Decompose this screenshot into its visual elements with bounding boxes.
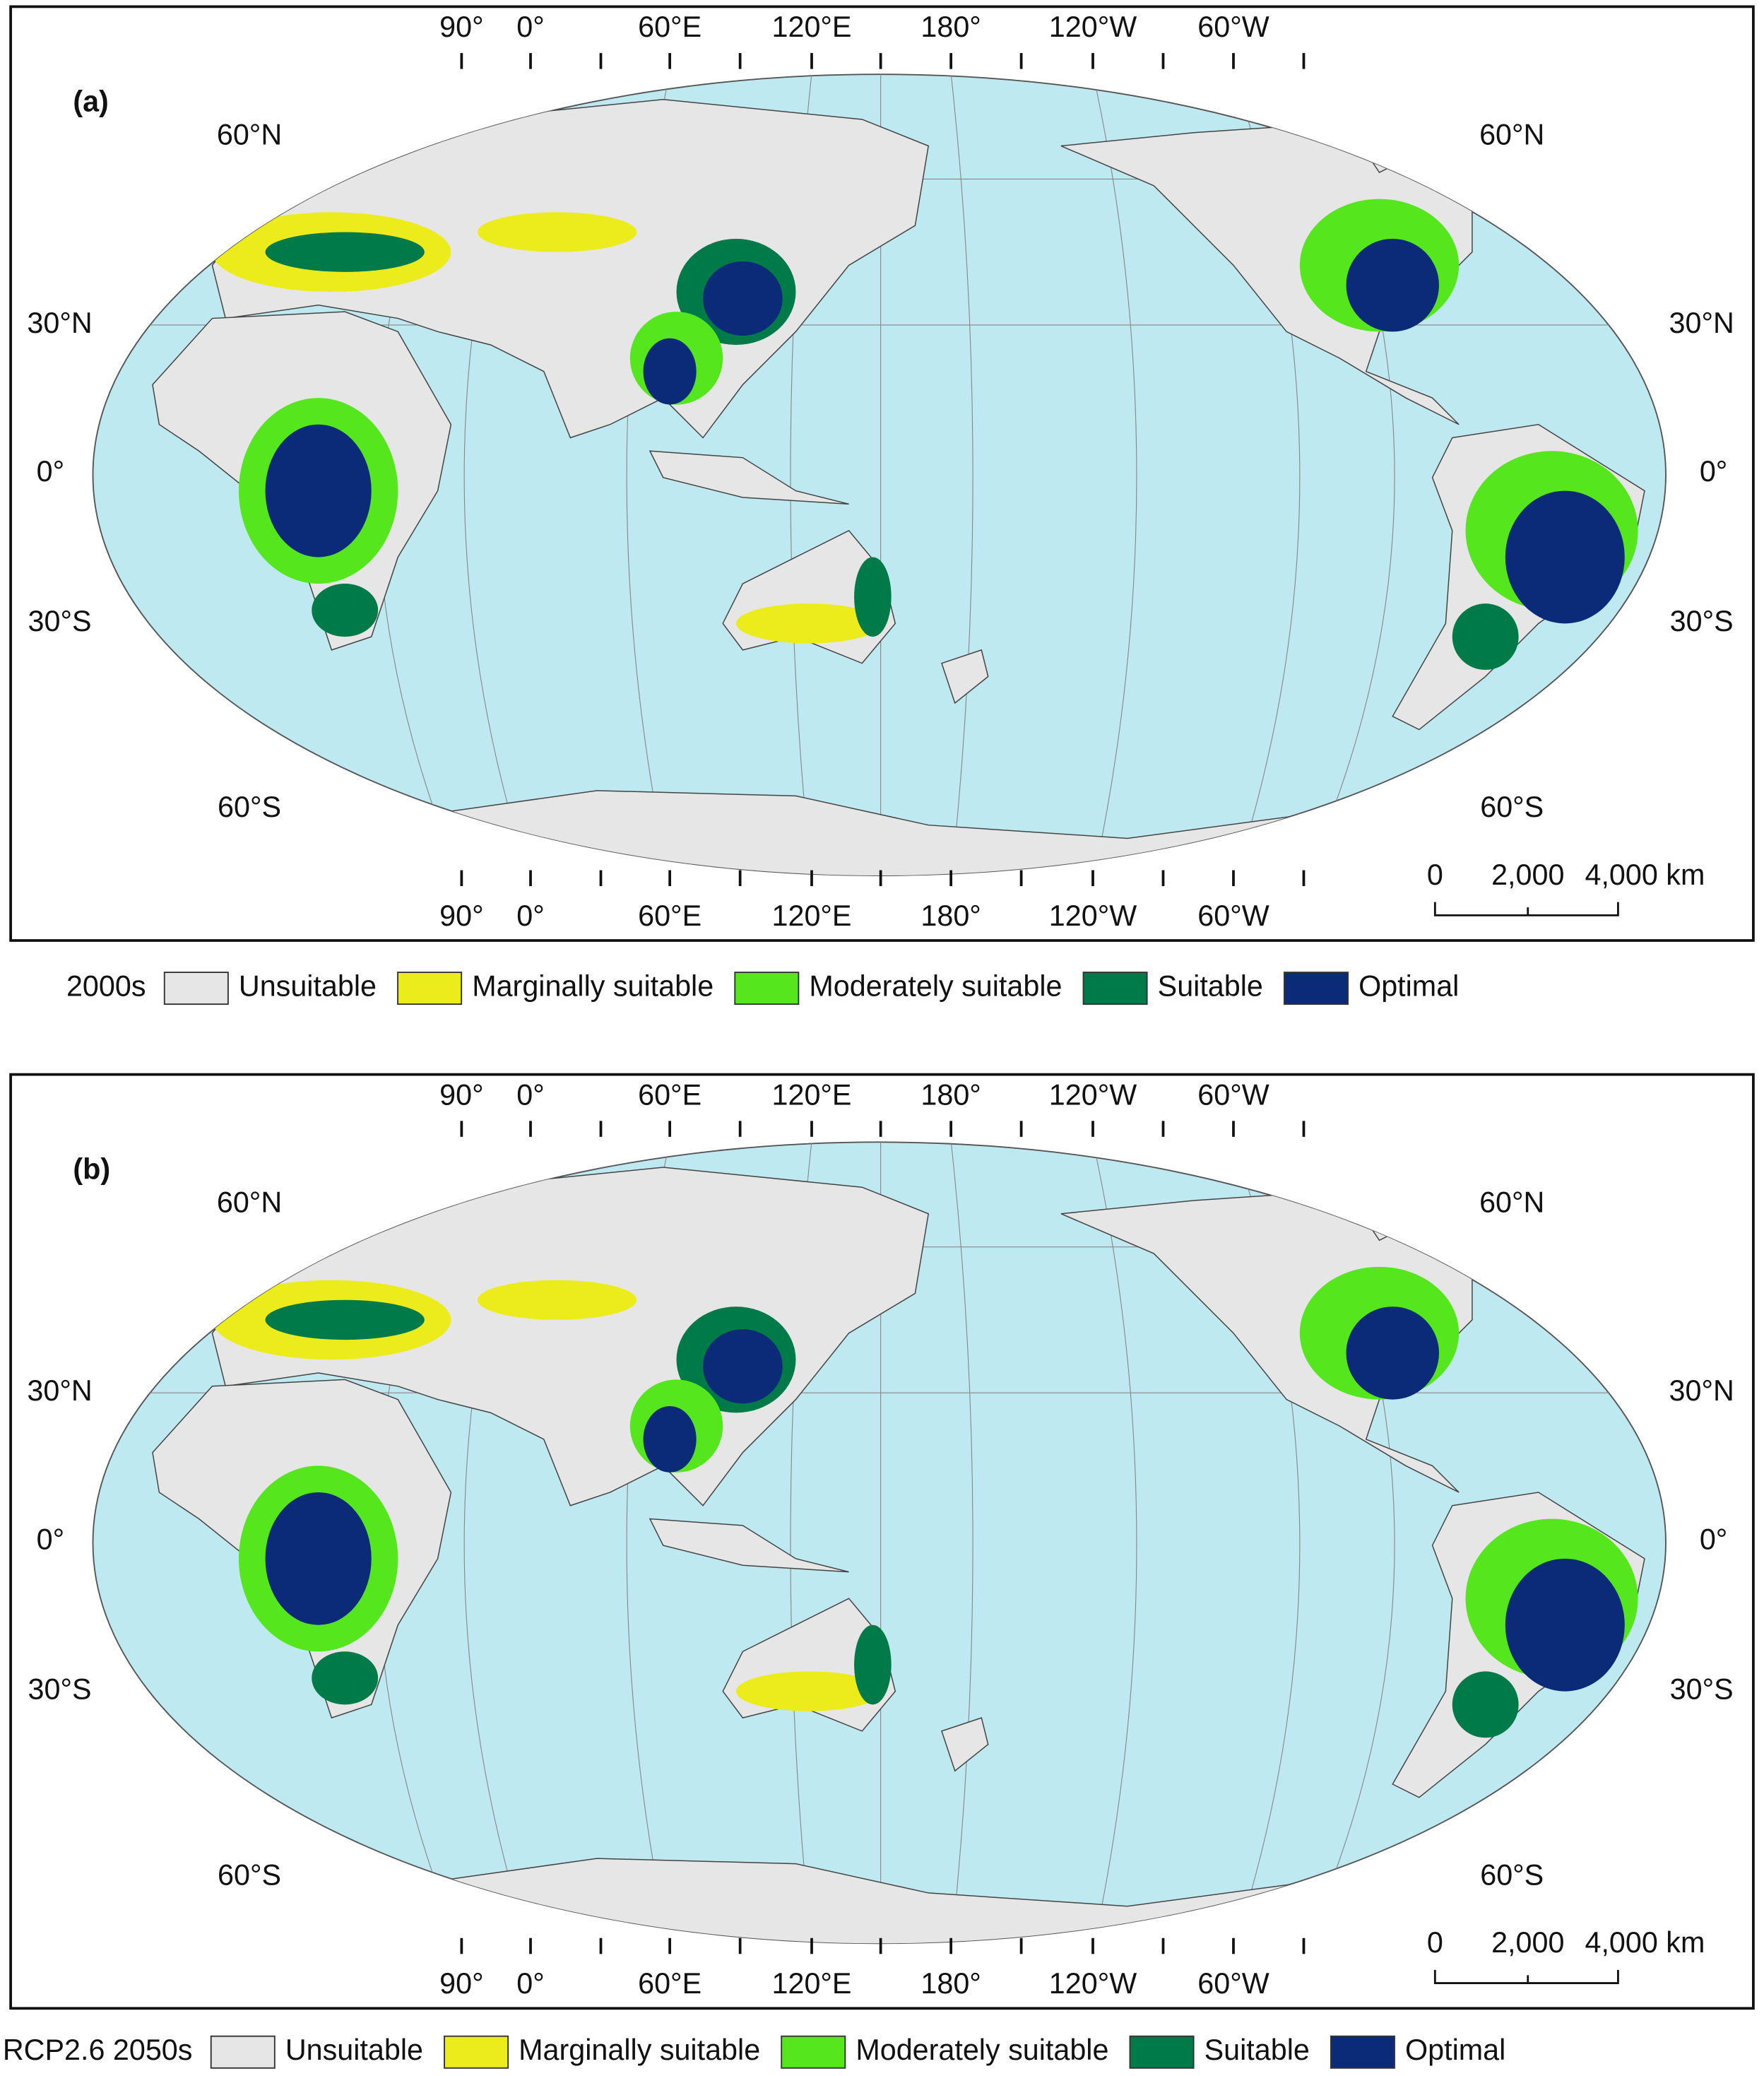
latitude-label: 60°N bbox=[1479, 118, 1544, 151]
legend-swatch bbox=[210, 2035, 276, 2069]
longitude-label: 120°E bbox=[772, 1967, 852, 2000]
latitude-label: 0° bbox=[1700, 1523, 1727, 1555]
longitude-label: 90° bbox=[439, 900, 483, 932]
longitude-label: 0° bbox=[516, 11, 544, 43]
longitude-label: 120°E bbox=[772, 11, 852, 43]
scale-bar bbox=[1433, 902, 1619, 916]
latitude-label: 60°S bbox=[1480, 791, 1544, 823]
legend-swatch bbox=[1330, 2035, 1395, 2069]
legend-swatch bbox=[734, 972, 800, 1005]
legend-label: Suitable bbox=[1204, 2034, 1310, 2066]
scale-label: 4,000 km bbox=[1585, 1926, 1705, 1959]
longitude-label: 90° bbox=[439, 11, 483, 43]
latitude-label: 30°N bbox=[27, 307, 92, 339]
scale-label: 2,000 bbox=[1491, 859, 1564, 891]
legend-label: Unsuitable bbox=[239, 970, 377, 1003]
map-panel: 90° 0° 60°E 120°E 180° 120°W 60°W 90° 0° 60°E 120°… bbox=[9, 5, 1755, 1005]
latitude-label: 60°N bbox=[1479, 1186, 1544, 1219]
latitude-label: 30°N bbox=[1669, 307, 1734, 339]
latitude-label: 30°S bbox=[1670, 1673, 1734, 1705]
latitude-label: 30°S bbox=[28, 1673, 92, 1705]
legend-title: 2000s bbox=[66, 970, 146, 1003]
panel-label: (a) bbox=[73, 85, 108, 117]
legend-swatch bbox=[1129, 2035, 1195, 2069]
map-panel: 90° 0° 60°E 120°E 180° 120°W 60°W 90° 0° 60°E 120°… bbox=[3, 1073, 1755, 2069]
latitude-label: 60°S bbox=[218, 791, 281, 823]
scale-label: 0 bbox=[1427, 859, 1443, 891]
legend-swatch bbox=[163, 972, 229, 1005]
latitude-label: 60°S bbox=[1480, 1858, 1544, 1891]
legend-label: Optimal bbox=[1358, 970, 1459, 1003]
latitude-label: 30°S bbox=[1670, 605, 1734, 637]
latitude-label: 0° bbox=[37, 455, 64, 488]
legend-label: Moderately suitable bbox=[856, 2034, 1108, 2066]
longitude-label: 0° bbox=[516, 1078, 544, 1111]
scale-label: 0 bbox=[1427, 1926, 1443, 1959]
legend-swatch bbox=[397, 972, 463, 1005]
latitude-label: 0° bbox=[37, 1523, 64, 1555]
longitude-label: 120°W bbox=[1049, 1967, 1137, 2000]
longitude-label: 60°W bbox=[1197, 11, 1269, 43]
legend-label: Moderately suitable bbox=[809, 970, 1062, 1003]
longitude-label: 180° bbox=[921, 900, 981, 932]
latitude-label: 60°N bbox=[217, 1186, 282, 1219]
longitude-label: 60°E bbox=[638, 11, 702, 43]
legend-label: Unsuitable bbox=[285, 2034, 423, 2066]
legend-label: Optimal bbox=[1405, 2034, 1505, 2066]
legend-swatch bbox=[1284, 972, 1349, 1005]
scale-label: 2,000 bbox=[1491, 1926, 1564, 1959]
legend-label: Marginally suitable bbox=[472, 970, 714, 1003]
latitude-label: 0° bbox=[1700, 455, 1727, 488]
longitude-label: 60°W bbox=[1197, 1967, 1269, 2000]
longitude-label: 90° bbox=[439, 1078, 483, 1111]
scale-bar bbox=[1433, 1969, 1619, 1984]
longitude-label: 60°E bbox=[638, 1967, 702, 2000]
longitude-label: 90° bbox=[439, 1967, 483, 2000]
legend-swatch bbox=[781, 2035, 846, 2069]
longitude-label: 120°E bbox=[772, 1078, 852, 1111]
longitude-label: 180° bbox=[921, 1967, 981, 2000]
panel-label: (b) bbox=[73, 1153, 110, 1186]
longitude-label: 60°W bbox=[1197, 900, 1269, 932]
latitude-label: 60°N bbox=[217, 118, 282, 151]
latitude-label: 30°N bbox=[27, 1374, 92, 1407]
longitude-label: 120°W bbox=[1049, 11, 1137, 43]
scale-label: 4,000 km bbox=[1585, 859, 1705, 891]
longitude-label: 180° bbox=[921, 1078, 981, 1111]
latitude-label: 60°S bbox=[218, 1858, 281, 1891]
legend-title: RCP2.6 2050s bbox=[3, 2034, 193, 2066]
longitude-label: 180° bbox=[921, 11, 981, 43]
legend-swatch bbox=[1082, 972, 1148, 1005]
longitude-label: 60°W bbox=[1197, 1078, 1269, 1111]
longitude-label: 0° bbox=[516, 1967, 544, 2000]
legend-label: Suitable bbox=[1158, 970, 1263, 1003]
longitude-label: 60°E bbox=[638, 900, 702, 932]
legend-swatch bbox=[444, 2035, 509, 2069]
latitude-label: 30°N bbox=[1669, 1374, 1734, 1407]
longitude-label: 120°E bbox=[772, 900, 852, 932]
legend-label: Marginally suitable bbox=[519, 2034, 760, 2066]
longitude-label: 60°E bbox=[638, 1078, 702, 1111]
latitude-label: 30°S bbox=[28, 605, 92, 637]
longitude-label: 0° bbox=[516, 900, 544, 932]
longitude-label: 120°W bbox=[1049, 1078, 1137, 1111]
longitude-label: 120°W bbox=[1049, 900, 1137, 932]
